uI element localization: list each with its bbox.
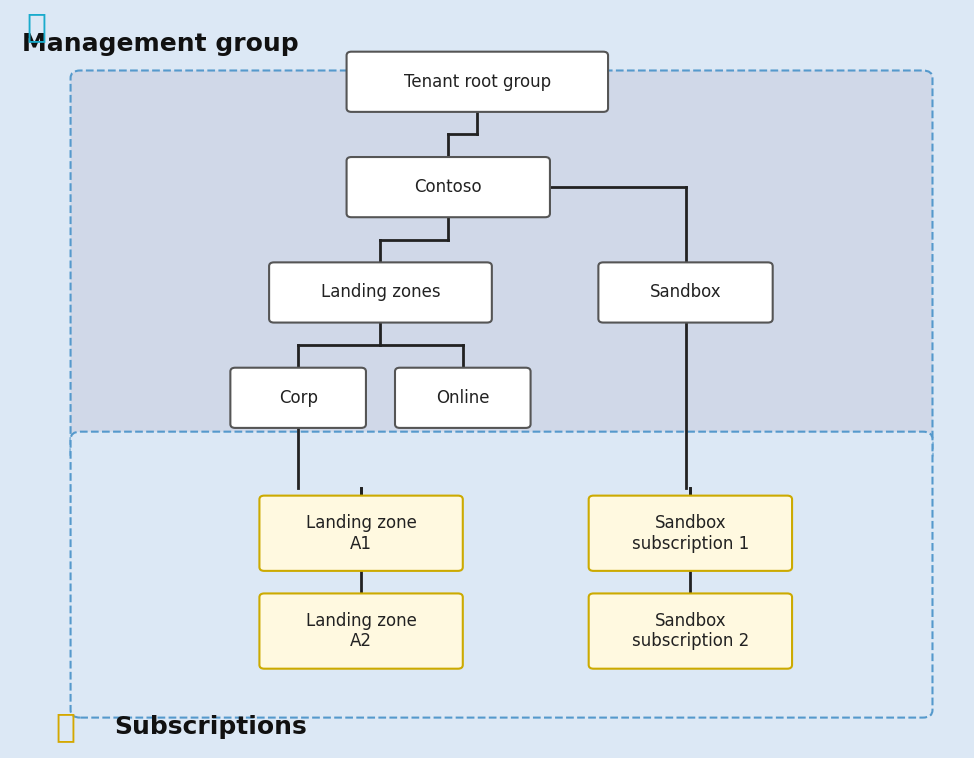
Text: Tenant root group: Tenant root group	[404, 73, 551, 91]
Text: Sandbox
subscription 2: Sandbox subscription 2	[632, 612, 749, 650]
FancyBboxPatch shape	[259, 594, 463, 669]
Text: 🔑: 🔑	[56, 710, 76, 743]
Text: 👥: 👥	[26, 11, 47, 43]
Text: Sandbox: Sandbox	[650, 283, 722, 302]
FancyBboxPatch shape	[231, 368, 366, 428]
Text: Management group: Management group	[22, 32, 299, 56]
FancyBboxPatch shape	[70, 70, 932, 462]
FancyBboxPatch shape	[269, 262, 492, 323]
FancyBboxPatch shape	[347, 52, 608, 112]
FancyBboxPatch shape	[395, 368, 531, 428]
Text: Landing zones: Landing zones	[320, 283, 440, 302]
Text: Landing zone
A1: Landing zone A1	[306, 514, 417, 553]
Text: Landing zone
A2: Landing zone A2	[306, 612, 417, 650]
Text: Corp: Corp	[279, 389, 318, 407]
FancyBboxPatch shape	[588, 496, 792, 571]
FancyBboxPatch shape	[598, 262, 772, 323]
FancyBboxPatch shape	[259, 496, 463, 571]
FancyBboxPatch shape	[347, 157, 550, 218]
FancyBboxPatch shape	[70, 431, 932, 718]
Text: Contoso: Contoso	[415, 178, 482, 196]
Text: Online: Online	[436, 389, 490, 407]
Text: Subscriptions: Subscriptions	[114, 715, 307, 738]
Text: Sandbox
subscription 1: Sandbox subscription 1	[632, 514, 749, 553]
FancyBboxPatch shape	[588, 594, 792, 669]
